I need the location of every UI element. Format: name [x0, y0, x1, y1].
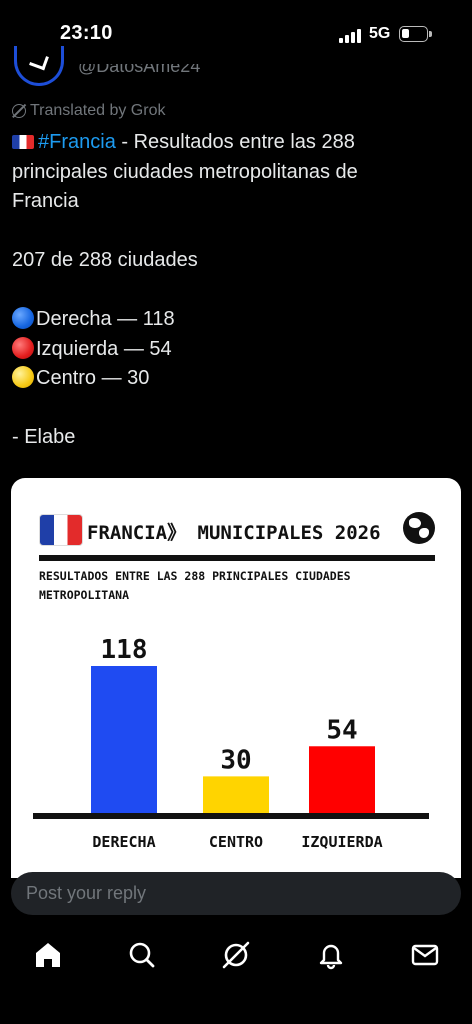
bar-centro	[203, 776, 269, 814]
france-flag-icon	[12, 135, 34, 149]
search-icon[interactable]	[127, 940, 157, 970]
post-text: #Francia - Resultados entre las 288 prin…	[12, 128, 452, 453]
network-label: 5G	[369, 25, 391, 42]
home-icon[interactable]	[33, 940, 63, 970]
bottom-nav	[0, 930, 472, 990]
category-label: CENTRO	[209, 833, 263, 851]
data-label: 30	[220, 745, 251, 775]
data-label: 118	[101, 635, 148, 665]
card-divider	[39, 555, 435, 561]
result-label: Derecha — 118	[36, 308, 175, 330]
x-axis-line	[33, 813, 429, 819]
category-label: IZQUIERDA	[301, 833, 382, 851]
data-label: 54	[326, 715, 357, 745]
post-spacer	[12, 276, 452, 306]
result-centro: Centro — 30	[12, 364, 452, 394]
reply-placeholder: Post your reply	[26, 883, 147, 903]
battery-icon	[399, 26, 432, 42]
post-line-3: Francia	[12, 190, 79, 212]
post-spacer	[12, 394, 452, 424]
card-subtitle: RESULTADOS ENTRE LAS 288 PRINCIPALES CIU…	[39, 567, 419, 605]
status-bar: 23:10 5G	[0, 0, 472, 70]
bar-chart: 118 DERECHA 30 CENTRO 54 IZQUIERDA	[33, 635, 429, 851]
mail-icon[interactable]	[410, 940, 440, 970]
red-circle-icon	[12, 336, 34, 359]
card-title: FRANCIA》 MUNICIPALES 2026	[87, 522, 381, 544]
grok-icon[interactable]	[221, 940, 251, 970]
france-flag-icon	[39, 514, 83, 546]
post-line-1: #Francia - Resultados entre las 288	[12, 128, 452, 158]
bell-icon[interactable]	[316, 940, 346, 970]
category-label: DERECHA	[92, 833, 155, 851]
post-source: - Elabe	[12, 426, 76, 448]
result-label: Izquierda — 54	[36, 337, 172, 360]
result-derecha: Derecha — 118	[12, 305, 452, 335]
post-line-2: principales ciudades metropolitanas de	[12, 160, 358, 183]
translated-label[interactable]: Translated by Grok	[12, 102, 165, 120]
hashtag-link[interactable]: #Francia	[38, 131, 116, 153]
grok-icon	[12, 104, 26, 118]
result-label: Centro — 30	[36, 367, 150, 389]
card-subtitle-line: RESULTADOS ENTRE LAS 288 PRINCIPALES CIU…	[39, 569, 351, 583]
signal-icon	[339, 27, 361, 43]
bar-izquierda	[309, 746, 375, 814]
post-image-card[interactable]: FRANCIA》 MUNICIPALES 2026 RESULTADOS ENT…	[11, 478, 461, 878]
post-spacer	[12, 217, 452, 247]
post-count-line: 207 de 288 ciudades	[12, 249, 198, 271]
post-line-1-text: - Resultados entre las 288	[115, 131, 355, 153]
author-avatar[interactable]	[14, 46, 64, 86]
reply-input[interactable]: Post your reply	[11, 872, 461, 915]
blue-circle-icon	[12, 307, 34, 329]
result-izquierda: Izquierda — 54	[12, 335, 452, 365]
yellow-circle-icon	[12, 366, 34, 388]
card-subtitle-line: METROPOLITANA	[39, 588, 130, 602]
status-time: 23:10	[60, 22, 113, 44]
author-handle[interactable]: @DatosAme24	[78, 56, 201, 76]
translated-text: Translated by Grok	[30, 102, 166, 119]
card-header: FRANCIA》 MUNICIPALES 2026	[39, 512, 435, 548]
globe-icon	[403, 512, 435, 544]
bar-derecha	[91, 666, 157, 814]
